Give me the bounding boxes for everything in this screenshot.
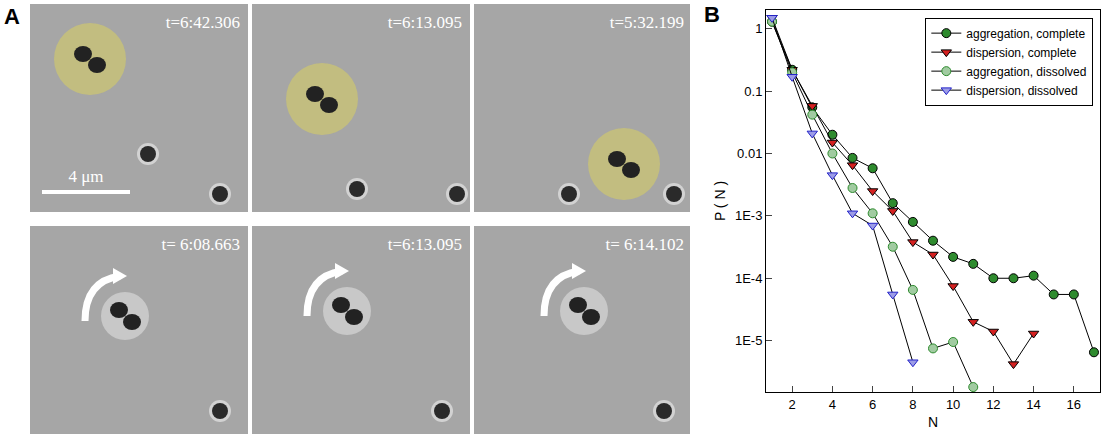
- svg-text:aggregation, dissolved: aggregation, dissolved: [966, 65, 1086, 79]
- svg-text:12: 12: [986, 397, 1000, 412]
- svg-text:0.1: 0.1: [744, 84, 762, 99]
- svg-text:dispersion, complete: dispersion, complete: [966, 46, 1076, 60]
- svg-text:16: 16: [1067, 397, 1081, 412]
- svg-text:t=5:32.199: t=5:32.199: [610, 13, 684, 32]
- svg-text:10: 10: [946, 397, 960, 412]
- svg-text:N: N: [928, 414, 938, 430]
- svg-text:dispersion, dissolved: dispersion, dissolved: [966, 84, 1077, 98]
- svg-text:1E-5: 1E-5: [735, 333, 762, 348]
- svg-text:t= 6:14.102: t= 6:14.102: [605, 235, 684, 254]
- svg-text:A: A: [4, 4, 20, 29]
- svg-text:t=6:13.095: t=6:13.095: [388, 235, 462, 254]
- svg-text:6: 6: [869, 397, 876, 412]
- svg-text:2: 2: [789, 397, 796, 412]
- svg-text:P ( N ): P ( N ): [712, 181, 728, 221]
- svg-text:4 μm: 4 μm: [68, 167, 103, 186]
- svg-text:1: 1: [755, 21, 762, 36]
- svg-text:1E-4: 1E-4: [735, 271, 762, 286]
- svg-text:t=6:42.306: t=6:42.306: [166, 13, 240, 32]
- html-text:B: B: [704, 2, 720, 27]
- svg-text:t=6:13.095: t=6:13.095: [388, 13, 462, 32]
- svg-text:8: 8: [909, 397, 916, 412]
- svg-text:1E-3: 1E-3: [735, 208, 762, 223]
- svg-text:aggregation, complete: aggregation, complete: [966, 27, 1085, 41]
- svg-text:4: 4: [829, 397, 836, 412]
- svg-text:0.01: 0.01: [737, 146, 762, 161]
- svg-text:14: 14: [1026, 397, 1040, 412]
- svg-text:t= 6:08.663: t= 6:08.663: [161, 235, 240, 254]
